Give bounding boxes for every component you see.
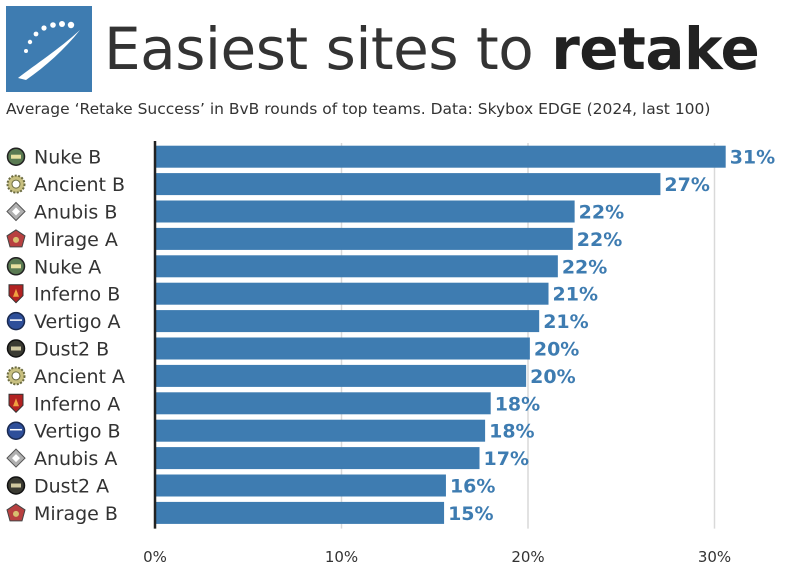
value-label: 22% bbox=[577, 229, 622, 251]
inferno-icon bbox=[8, 284, 24, 304]
ancient-icon bbox=[6, 174, 26, 194]
category-label: Vertigo A bbox=[34, 311, 120, 333]
category-label: Anubis B bbox=[34, 202, 117, 224]
value-label: 27% bbox=[664, 174, 709, 196]
value-label: 31% bbox=[730, 147, 775, 169]
x-tick-label: 10% bbox=[325, 548, 358, 566]
bar bbox=[155, 310, 540, 333]
category-label: Ancient B bbox=[34, 174, 125, 196]
title-bold: retake bbox=[551, 15, 760, 83]
inferno-icon bbox=[8, 393, 24, 414]
value-label: 20% bbox=[534, 339, 579, 361]
bar bbox=[155, 419, 486, 442]
bar bbox=[155, 447, 480, 470]
bar bbox=[155, 392, 491, 415]
value-label: 21% bbox=[543, 311, 588, 333]
category-label: Mirage B bbox=[34, 503, 118, 525]
anubis-icon bbox=[6, 448, 26, 468]
x-tick-label: 30% bbox=[698, 548, 731, 566]
dust2-icon bbox=[6, 339, 26, 358]
nuke-icon bbox=[6, 147, 26, 166]
value-label: 22% bbox=[562, 256, 607, 278]
value-label: 18% bbox=[489, 421, 534, 443]
bar bbox=[155, 173, 661, 196]
title-regular: Easiest sites to bbox=[104, 15, 552, 83]
category-label: Dust2 A bbox=[34, 476, 109, 498]
category-label: Mirage A bbox=[34, 229, 118, 251]
chart-subtitle: Average ‘Retake Success’ in BvB rounds o… bbox=[6, 100, 711, 118]
bar bbox=[155, 337, 530, 360]
value-label: 21% bbox=[553, 284, 598, 306]
value-label: 16% bbox=[450, 476, 495, 498]
x-tick-label: 20% bbox=[511, 548, 544, 566]
x-tick-label: 0% bbox=[143, 548, 167, 566]
bar bbox=[155, 255, 558, 278]
value-label: 20% bbox=[530, 366, 575, 388]
category-label: Inferno B bbox=[34, 284, 120, 306]
bar bbox=[155, 364, 527, 387]
category-label: Ancient A bbox=[34, 366, 125, 388]
category-label: Nuke A bbox=[34, 256, 101, 278]
category-label: Anubis A bbox=[34, 448, 117, 470]
category-label: Dust2 B bbox=[34, 339, 109, 361]
category-label: Inferno A bbox=[34, 393, 120, 415]
chart-title: Easiest sites to retake bbox=[104, 10, 760, 88]
ancient-icon bbox=[6, 366, 26, 386]
mirage-icon bbox=[6, 503, 26, 522]
vertigo-icon bbox=[6, 421, 26, 440]
brand-logo bbox=[6, 6, 92, 92]
mirage-icon bbox=[6, 229, 26, 248]
value-label: 22% bbox=[579, 202, 624, 224]
bar bbox=[155, 145, 726, 168]
bar bbox=[155, 282, 549, 305]
anubis-icon bbox=[6, 201, 26, 222]
bar bbox=[155, 474, 446, 497]
category-label: Nuke B bbox=[34, 147, 101, 169]
vertigo-icon bbox=[6, 311, 26, 331]
bar bbox=[155, 227, 573, 250]
dust2-icon bbox=[6, 476, 26, 495]
category-label: Vertigo B bbox=[34, 421, 121, 443]
value-label: 18% bbox=[495, 393, 540, 415]
value-label: 17% bbox=[484, 448, 529, 470]
skybox-logo-icon bbox=[6, 6, 92, 92]
bar bbox=[155, 200, 575, 223]
bar bbox=[155, 501, 445, 524]
value-label: 15% bbox=[448, 503, 493, 525]
nuke-icon bbox=[6, 257, 26, 276]
